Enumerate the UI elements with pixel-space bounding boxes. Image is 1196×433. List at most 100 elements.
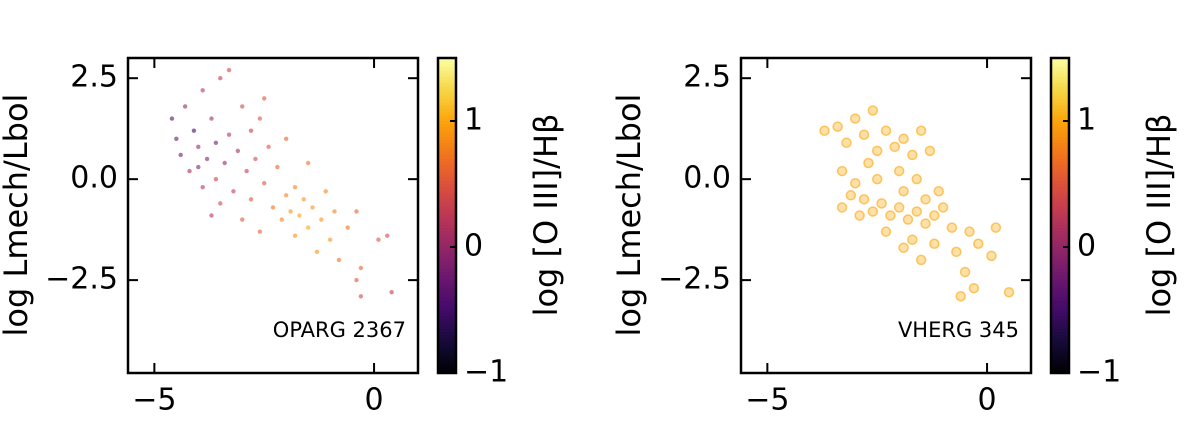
point xyxy=(257,229,263,234)
colorbar-segment xyxy=(1051,193,1069,198)
point xyxy=(858,129,870,140)
colorbar-segment xyxy=(438,117,456,122)
point xyxy=(968,282,980,294)
point xyxy=(292,233,298,238)
point xyxy=(986,250,997,262)
colorbar-label: log [O III]/Hβ xyxy=(1140,114,1178,317)
colorbar-segment xyxy=(1051,158,1069,163)
colorbar-segment xyxy=(438,247,456,251)
colorbar-segment xyxy=(438,287,456,292)
colorbar-segment xyxy=(438,221,456,226)
colorbar-segment xyxy=(438,105,456,109)
point xyxy=(911,173,923,185)
point xyxy=(323,189,328,194)
colorbar-segment xyxy=(438,212,456,217)
point xyxy=(358,265,364,271)
point xyxy=(231,189,236,194)
colorbar-segment xyxy=(438,130,456,135)
point xyxy=(893,165,905,177)
point xyxy=(248,128,254,133)
colorbar-segment xyxy=(1051,265,1069,270)
colorbar-segment xyxy=(1051,259,1069,264)
colorbar-segment xyxy=(1051,306,1069,311)
colorbar-segment xyxy=(438,146,456,150)
point xyxy=(880,125,892,136)
colorbar-segment xyxy=(438,306,456,311)
point xyxy=(178,152,183,158)
point xyxy=(200,185,205,190)
point xyxy=(283,136,289,141)
colorbar-segment xyxy=(438,281,456,286)
colorbar-segment xyxy=(1051,108,1069,113)
point xyxy=(946,222,958,233)
colorbar-segment xyxy=(438,259,456,264)
point xyxy=(191,128,197,133)
point xyxy=(849,113,861,124)
point xyxy=(858,194,870,205)
colorbar-segment xyxy=(438,155,456,160)
point xyxy=(854,210,865,221)
colorbar-segment xyxy=(1051,180,1069,185)
y-tick-label: 0.0 xyxy=(70,161,118,196)
colorbar-segment xyxy=(1051,127,1069,132)
colorbar-segment xyxy=(1051,325,1069,330)
colorbar-segment xyxy=(1051,105,1069,109)
axes-frame xyxy=(739,56,1033,375)
colorbar-segment xyxy=(1051,152,1069,157)
colorbar-segment xyxy=(438,161,456,166)
colorbar-segment xyxy=(1051,83,1069,87)
colorbar-segment xyxy=(1051,313,1069,317)
y-tick-label: 2.5 xyxy=(70,60,118,95)
colorbar-segment xyxy=(1051,161,1069,166)
colorbar-segment xyxy=(438,158,456,163)
colorbar-frame xyxy=(436,56,458,375)
colorbar-segment xyxy=(438,224,456,229)
point xyxy=(893,202,905,213)
colorbar-segment xyxy=(438,199,456,204)
axes-frame xyxy=(126,56,420,375)
colorbar-segment xyxy=(438,291,456,295)
colorbar-segment xyxy=(438,341,456,346)
point xyxy=(336,257,342,263)
y-tick-label: 2.5 xyxy=(683,60,731,95)
point xyxy=(196,164,201,170)
colorbar-segment xyxy=(1051,209,1069,213)
colorbar-segment xyxy=(438,95,456,100)
colorbar-segment xyxy=(1051,294,1069,298)
point xyxy=(279,217,284,222)
point xyxy=(196,144,201,150)
colorbar-segment xyxy=(438,152,456,157)
point xyxy=(240,104,245,109)
colorbar-segment xyxy=(1051,165,1069,169)
colorbar-segment xyxy=(1051,344,1069,349)
colorbar-segment xyxy=(1051,310,1069,314)
colorbar-segment xyxy=(438,89,456,94)
colorbar-segment xyxy=(438,177,456,182)
colorbar-segment xyxy=(438,237,456,242)
colorbar-segment xyxy=(1051,322,1069,327)
colorbar-segment xyxy=(438,350,456,355)
colorbar-segment xyxy=(438,319,456,324)
point xyxy=(389,290,394,295)
colorbar-segment xyxy=(438,215,456,220)
colorbar-segment xyxy=(1051,114,1069,119)
point xyxy=(990,222,1002,233)
colorbar-segment xyxy=(1051,250,1069,254)
colorbar-segment xyxy=(1051,284,1069,289)
colorbar-segment xyxy=(438,243,456,248)
point xyxy=(169,116,175,121)
colorbar-segment xyxy=(438,240,456,245)
point xyxy=(182,104,188,109)
point xyxy=(907,234,918,245)
colorbar-segment xyxy=(1051,111,1069,116)
colorbar-tick-label: 0 xyxy=(464,229,483,264)
point xyxy=(898,242,909,254)
colorbar-segment xyxy=(1051,287,1069,292)
colorbar-segment xyxy=(438,92,456,97)
colorbar-segment xyxy=(438,111,456,116)
point xyxy=(924,145,936,157)
colorbar-segment xyxy=(438,168,456,172)
colorbar-segment xyxy=(1051,89,1069,94)
colorbar-segment xyxy=(1051,196,1069,201)
colorbar-segment xyxy=(438,139,456,144)
